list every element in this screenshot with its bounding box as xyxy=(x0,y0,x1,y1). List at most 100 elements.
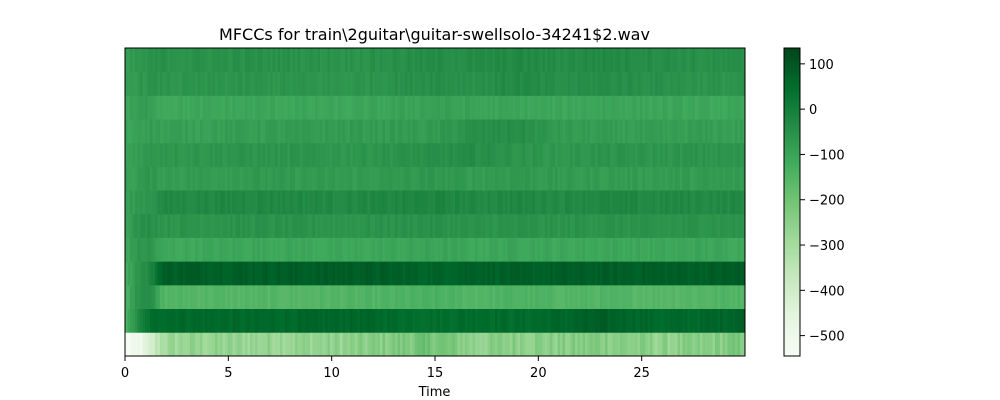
heatmap-cell xyxy=(425,119,428,144)
heatmap-cell xyxy=(395,237,398,262)
heatmap-cell xyxy=(440,71,443,96)
heatmap-cell xyxy=(565,48,568,73)
heatmap-cell xyxy=(647,48,651,73)
heatmap-cell xyxy=(735,71,738,96)
heatmap-cell xyxy=(135,166,138,191)
heatmap-cell xyxy=(617,213,621,238)
heatmap-cell xyxy=(680,190,683,215)
heatmap-cell xyxy=(190,190,193,215)
heatmap-cell xyxy=(185,308,188,333)
heatmap-cell xyxy=(430,95,433,120)
heatmap-cell xyxy=(385,213,388,238)
heatmap-cell xyxy=(480,95,483,120)
heatmap-cell xyxy=(670,166,673,191)
heatmap-cell xyxy=(732,284,736,310)
heatmap-cell xyxy=(430,261,433,286)
heatmap-cell xyxy=(210,237,213,262)
heatmap-cell xyxy=(217,48,221,73)
heatmap-cell xyxy=(167,332,171,357)
heatmap-cell xyxy=(435,261,438,286)
heatmap-cell xyxy=(157,48,161,73)
heatmap-cell xyxy=(672,142,676,167)
heatmap-cell xyxy=(137,261,141,286)
heatmap-cell xyxy=(215,332,218,357)
heatmap-cell xyxy=(567,190,571,215)
heatmap-cell xyxy=(480,190,483,215)
heatmap-cell xyxy=(387,308,391,333)
heatmap-cell xyxy=(167,166,171,191)
heatmap-cell xyxy=(165,237,168,262)
heatmap-cell xyxy=(712,71,716,96)
heatmap-cell xyxy=(327,190,331,215)
heatmap-cell xyxy=(420,261,423,286)
heatmap-cell xyxy=(360,71,363,96)
heatmap-cell xyxy=(177,261,181,286)
heatmap-cell xyxy=(255,308,258,333)
heatmap-cell xyxy=(622,237,626,262)
heatmap-cell xyxy=(227,332,231,357)
heatmap-cell xyxy=(132,284,136,310)
heatmap-cell xyxy=(685,95,688,120)
heatmap-cell xyxy=(207,332,211,357)
heatmap-cell xyxy=(160,48,163,73)
heatmap-cell xyxy=(192,142,196,167)
heatmap-cell xyxy=(172,332,176,357)
heatmap-cell xyxy=(380,308,383,333)
heatmap-cell xyxy=(140,48,143,73)
heatmap-cell xyxy=(147,190,151,215)
heatmap-cell xyxy=(695,95,698,120)
heatmap-cell xyxy=(250,142,253,167)
heatmap-cell xyxy=(142,308,146,333)
heatmap-cell xyxy=(325,119,328,144)
heatmap-cell xyxy=(667,166,671,191)
heatmap-cell xyxy=(740,166,743,191)
heatmap-cell xyxy=(477,48,481,73)
heatmap-cell xyxy=(260,332,263,357)
heatmap-cell xyxy=(455,213,458,238)
heatmap-cell xyxy=(672,308,676,333)
heatmap-cell xyxy=(530,166,533,191)
heatmap-cell xyxy=(287,166,291,191)
heatmap-cell xyxy=(322,190,326,215)
heatmap-cell xyxy=(492,142,496,167)
heatmap-cell xyxy=(727,213,731,238)
heatmap-cell xyxy=(592,213,596,238)
heatmap-cell xyxy=(310,261,313,286)
heatmap-cell xyxy=(572,284,576,310)
heatmap-cell xyxy=(630,261,633,286)
heatmap-cell xyxy=(355,213,358,238)
heatmap-cell xyxy=(277,142,281,167)
heatmap-cell xyxy=(717,308,721,333)
heatmap-cell xyxy=(597,308,601,333)
heatmap-cell xyxy=(715,190,718,215)
heatmap-cell xyxy=(650,237,653,262)
heatmap-cell xyxy=(435,71,438,96)
heatmap-cell xyxy=(712,166,716,191)
heatmap-cell xyxy=(252,190,256,215)
heatmap-cell xyxy=(390,95,393,120)
heatmap-cell xyxy=(535,190,538,215)
heatmap-cell xyxy=(200,119,203,144)
heatmap-cell xyxy=(360,261,363,286)
heatmap-cell xyxy=(677,119,681,144)
heatmap-cell xyxy=(255,190,258,215)
heatmap-cell xyxy=(487,190,491,215)
heatmap-cell xyxy=(302,332,306,357)
heatmap-cell xyxy=(597,190,601,215)
heatmap-cell xyxy=(262,142,266,167)
heatmap-cell xyxy=(725,48,728,73)
heatmap-cell xyxy=(187,71,191,96)
heatmap-cell xyxy=(555,119,558,144)
heatmap-cell xyxy=(185,190,188,215)
heatmap-cell xyxy=(417,48,421,73)
heatmap-cell xyxy=(572,308,576,333)
heatmap-cell xyxy=(180,190,183,215)
heatmap-cell xyxy=(320,213,323,238)
heatmap-cell xyxy=(305,48,308,73)
heatmap-cell xyxy=(150,48,153,73)
heatmap-cell xyxy=(427,284,431,310)
heatmap-cell xyxy=(480,261,483,286)
heatmap-cell xyxy=(147,261,151,286)
heatmap-cell xyxy=(390,213,393,238)
